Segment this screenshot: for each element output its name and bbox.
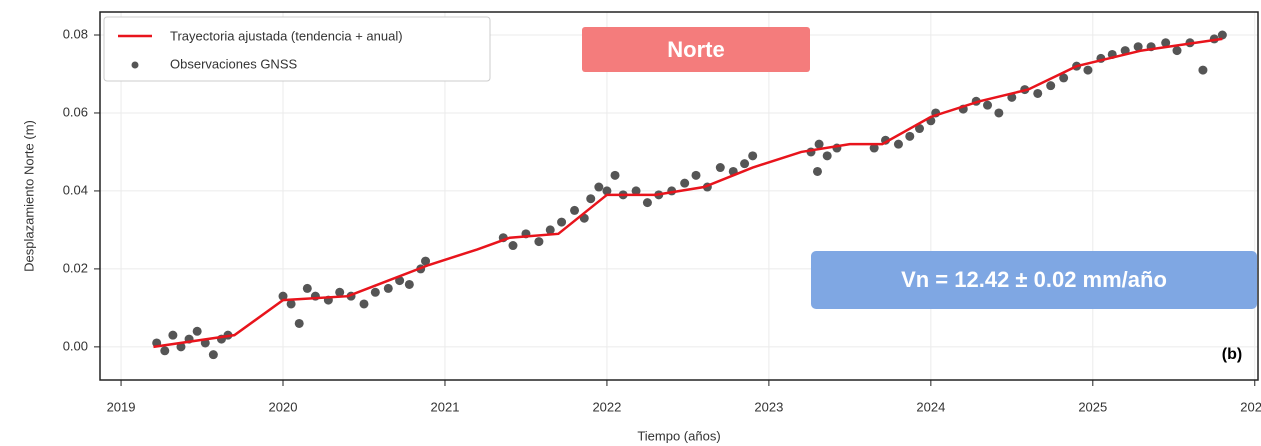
y-tick-label: 0.02 <box>63 260 88 275</box>
observation-point <box>814 139 824 149</box>
x-tick-label: 2026 <box>1240 399 1261 414</box>
observation-point <box>1033 88 1043 98</box>
x-tick-label: 2021 <box>431 399 460 414</box>
observation-point <box>983 100 993 110</box>
observation-point <box>822 151 832 161</box>
observation-point <box>905 131 915 141</box>
observation-point <box>1217 30 1227 40</box>
observation-point <box>812 166 822 176</box>
observation-point <box>869 143 879 153</box>
observation-point <box>1161 38 1171 48</box>
observation-point <box>602 186 612 196</box>
observation-point <box>286 299 296 309</box>
legend-label: Trayectoria ajustada (tendencia + anual) <box>170 28 403 43</box>
legend-box <box>103 16 491 82</box>
y-tick-label: 0.06 <box>63 104 88 119</box>
observation-point <box>557 217 567 227</box>
observation-point <box>631 186 641 196</box>
observation-point <box>160 346 170 356</box>
observation-point <box>570 205 580 215</box>
observation-point <box>680 178 690 188</box>
observation-point <box>893 139 903 149</box>
observation-point <box>370 287 380 297</box>
observation-point <box>421 256 431 266</box>
legend-marker <box>131 61 139 69</box>
observation-point <box>1059 73 1069 83</box>
y-tick-label: 0.08 <box>63 26 88 41</box>
x-tick-label: 2019 <box>107 399 136 414</box>
x-tick-label: 2024 <box>916 399 945 414</box>
y-tick-label: 0.04 <box>63 182 88 197</box>
x-tick-label: 2020 <box>269 399 298 414</box>
observation-point <box>594 182 604 192</box>
legend-label: Observaciones GNSS <box>170 56 297 71</box>
title-annotation: Norte <box>667 37 724 62</box>
x-tick-label: 2022 <box>592 399 621 414</box>
observation-point <box>545 225 555 235</box>
observation-point <box>168 330 178 340</box>
observation-point <box>294 318 304 328</box>
plot-marks <box>152 30 1227 360</box>
observation-point <box>715 163 725 173</box>
legend: Trayectoria ajustada (tendencia + anual)… <box>103 16 491 82</box>
observation-point <box>1046 81 1056 91</box>
observation-point <box>534 237 544 247</box>
observation-point <box>586 194 596 204</box>
observation-point <box>176 342 186 352</box>
panel-label: (b) <box>1222 346 1242 363</box>
observation-point <box>302 283 312 293</box>
rate-annotation: Vn = 12.42 ± 0.02 mm/año <box>901 267 1167 292</box>
observation-point <box>1198 65 1208 75</box>
observation-point <box>1083 65 1093 75</box>
rate-box <box>811 251 1257 309</box>
observation-point <box>1172 46 1182 56</box>
title-box <box>582 27 810 72</box>
observation-point <box>915 124 925 134</box>
x-axis-label: Tiempo (años) <box>637 428 720 443</box>
observation-point <box>278 291 288 301</box>
observation-point <box>748 151 758 161</box>
observation-point <box>335 287 345 297</box>
observation-point <box>642 198 652 208</box>
fitted-line <box>153 37 1223 349</box>
observation-point <box>192 326 202 336</box>
y-tick-label: 0.00 <box>63 338 88 353</box>
observation-point <box>383 283 393 293</box>
observation-point <box>610 170 620 180</box>
observation-point <box>208 350 218 360</box>
observation-point <box>994 108 1004 118</box>
x-tick-label: 2025 <box>1078 399 1107 414</box>
observation-point <box>508 241 518 251</box>
x-tick-label: 2023 <box>754 399 783 414</box>
observation-point <box>740 159 750 169</box>
observation-point <box>404 279 414 289</box>
observation-point <box>1133 42 1143 52</box>
observation-point <box>691 170 701 180</box>
plot-frame <box>99 11 1259 381</box>
y-axis-label: Desplazamiento Norte (m) <box>21 120 36 272</box>
observation-point <box>359 299 369 309</box>
